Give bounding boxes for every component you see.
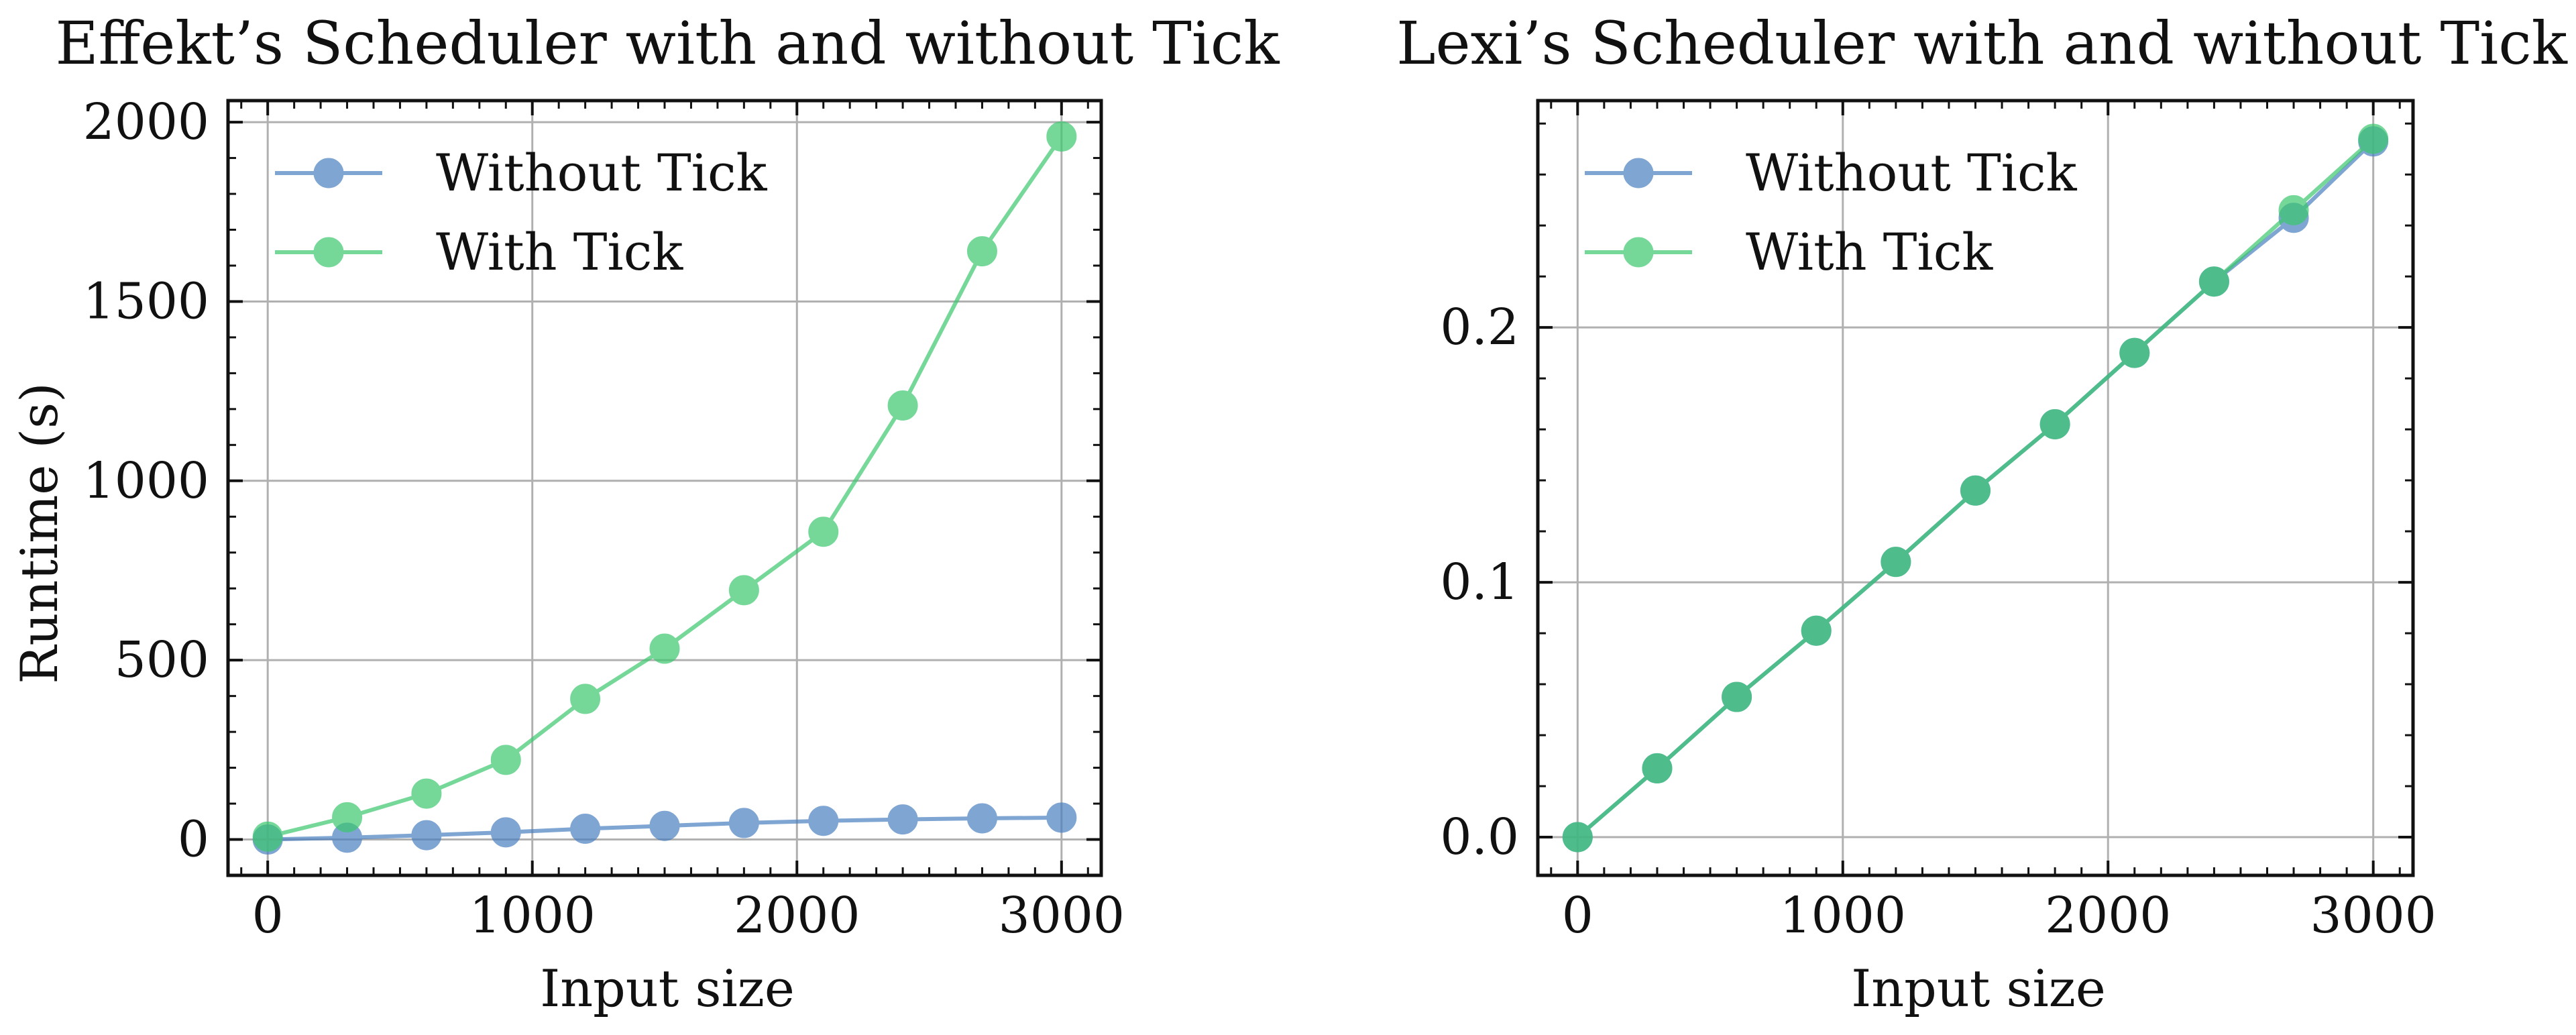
grid <box>1538 101 2413 875</box>
legend-label: With Tick <box>436 222 683 282</box>
legend-label: Without Tick <box>1746 143 2078 203</box>
x-tick-label: 3000 <box>999 887 1125 944</box>
chart-effekt: Effekt’s Scheduler with and without Tick… <box>9 9 1280 1018</box>
legend-entry: Without Tick <box>275 143 768 203</box>
data-point <box>2039 409 2070 440</box>
legend-entry: Without Tick <box>1585 143 2078 203</box>
data-point <box>808 806 839 836</box>
series-without-tick <box>252 802 1077 855</box>
series-with-tick <box>252 121 1077 852</box>
legend-marker <box>1623 237 1654 268</box>
data-point <box>332 802 363 832</box>
legend-swatch <box>1585 237 1692 268</box>
data-point <box>808 516 839 547</box>
legend-marker <box>313 158 344 188</box>
data-point <box>2198 266 2229 297</box>
legend-swatch <box>275 158 382 188</box>
y-tick-label: 0.2 <box>1440 298 1519 356</box>
y-tick-label: 500 <box>115 631 209 689</box>
data-point <box>570 684 601 714</box>
data-point <box>966 803 997 834</box>
data-point <box>728 808 759 838</box>
y-tick-label: 1500 <box>83 272 209 330</box>
y-tick-label: 2000 <box>83 93 209 151</box>
data-point <box>1881 547 1911 578</box>
data-point <box>649 810 680 841</box>
grid <box>228 101 1101 875</box>
chart-lexi: Lexi’s Scheduler with and without Tick I… <box>1396 9 2568 1018</box>
data-point <box>1046 121 1077 152</box>
data-point <box>490 817 521 848</box>
data-point <box>1562 822 1593 853</box>
ticks <box>228 101 1101 877</box>
y-tick-label: 0.1 <box>1440 553 1519 611</box>
data-point <box>1801 615 1832 646</box>
chart-title: Effekt’s Scheduler with and without Tick <box>55 9 1280 78</box>
data-point <box>728 575 759 606</box>
data-point <box>1642 753 1673 783</box>
data-point <box>411 820 442 851</box>
data-point <box>887 804 918 835</box>
data-point <box>411 778 442 809</box>
x-axis-label: Input size <box>1851 959 2106 1018</box>
legend-label: With Tick <box>1746 222 1993 282</box>
legend-label: Without Tick <box>436 143 768 203</box>
x-tick-label: 3000 <box>2310 887 2437 944</box>
legend: Without Tick With Tick <box>275 143 768 282</box>
y-axis-label: Runtime (s) <box>9 382 69 684</box>
y-tick-label: 0.0 <box>1440 808 1519 866</box>
data-point <box>1722 682 1752 712</box>
x-tick-label: 0 <box>252 887 284 944</box>
series-with-tick <box>1562 123 2389 853</box>
data-point <box>649 633 680 664</box>
x-tick-label: 0 <box>1562 887 1593 944</box>
plot-frame <box>1536 99 2415 877</box>
data-point <box>1960 475 1991 506</box>
legend-swatch <box>275 237 382 268</box>
x-tick-label: 1000 <box>469 887 596 944</box>
chart-title: Lexi’s Scheduler with and without Tick <box>1396 9 2568 78</box>
legend-marker <box>313 237 344 268</box>
x-tick-label: 1000 <box>1780 887 1906 944</box>
legend-marker <box>1623 158 1654 188</box>
data-point <box>1046 802 1077 833</box>
x-tick-label: 2000 <box>2045 887 2171 944</box>
data-point <box>2119 337 2150 368</box>
data-point <box>490 745 521 775</box>
legend-swatch <box>1585 158 1692 188</box>
plot-frame <box>226 99 1103 877</box>
data-point <box>2278 195 2309 225</box>
data-point <box>966 236 997 267</box>
data-point <box>887 390 918 421</box>
data-point <box>570 813 601 844</box>
data-point <box>252 821 283 852</box>
x-tick-label: 2000 <box>734 887 860 944</box>
legend-entry: With Tick <box>275 222 683 282</box>
legend: Without Tick With Tick <box>1585 143 2078 282</box>
y-tick-label: 1000 <box>83 452 209 510</box>
x-axis-label: Input size <box>540 959 795 1018</box>
data-point <box>2358 123 2389 154</box>
y-tick-label: 0 <box>178 811 209 869</box>
legend-entry: With Tick <box>1585 222 1993 282</box>
